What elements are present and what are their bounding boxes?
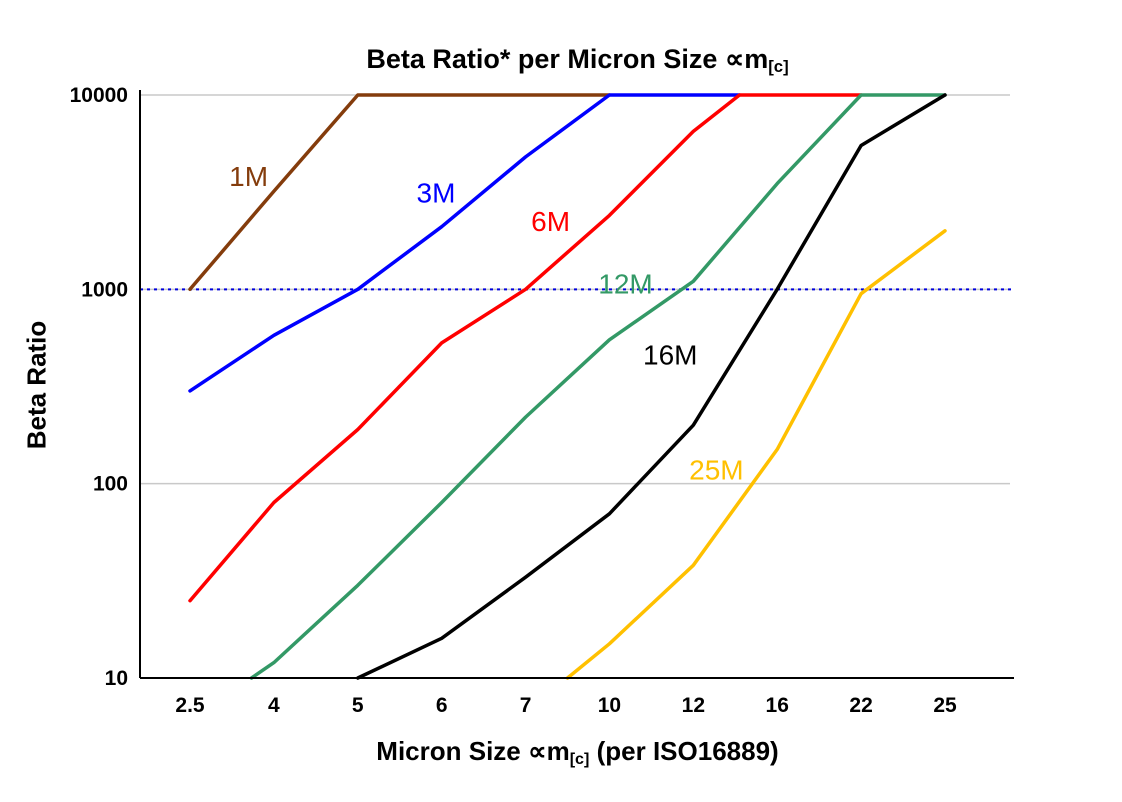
series-label-6M: 6M xyxy=(531,206,570,237)
chart-title-subscript: [c] xyxy=(768,57,789,77)
chart-title: Beta Ratio* per Micron Size ∝m[c] xyxy=(140,44,1015,77)
y-tick-label-1000: 1000 xyxy=(81,278,128,301)
x-tick-label-16: 16 xyxy=(766,694,789,717)
x-tick-label-6: 6 xyxy=(436,694,448,717)
x-tick-label-12: 12 xyxy=(682,694,705,717)
x-axis-label-post: (per ISO16889) xyxy=(589,736,779,766)
x-axis-label-subscript: [c] xyxy=(569,750,590,769)
x-axis-label: Micron Size ∝m[c] (per ISO16889) xyxy=(140,736,1015,769)
series-label-25M: 25M xyxy=(689,455,743,486)
x-axis-label-pre: Micron Size ∝m xyxy=(376,736,570,766)
series-line-1M xyxy=(188,93,612,292)
x-tick-label-4: 4 xyxy=(268,694,280,717)
y-tick-label-10000: 10000 xyxy=(70,84,128,107)
series-line-3M xyxy=(188,93,742,393)
y-tick-label-10: 10 xyxy=(105,667,128,690)
x-tick-label-25: 25 xyxy=(933,694,957,717)
series-line-12M xyxy=(249,93,947,680)
x-tick-label-2.5: 2.5 xyxy=(175,694,205,717)
series-label-1M: 1M xyxy=(229,161,268,192)
series-label-16M: 16M xyxy=(643,340,697,371)
chart-title-main: Beta Ratio* per Micron Size ∝m xyxy=(366,44,769,74)
series-label-12M: 12M xyxy=(598,269,652,300)
x-tick-label-10: 10 xyxy=(598,694,621,717)
y-tick-label-100: 100 xyxy=(93,473,128,496)
x-tick-label-7: 7 xyxy=(520,694,532,717)
series-label-3M: 3M xyxy=(417,177,456,208)
series-line-6M xyxy=(188,93,863,603)
x-tick-label-5: 5 xyxy=(352,694,364,717)
x-tick-label-22: 22 xyxy=(849,694,872,717)
series-line-16M xyxy=(356,93,947,680)
series-line-25M xyxy=(565,229,947,680)
